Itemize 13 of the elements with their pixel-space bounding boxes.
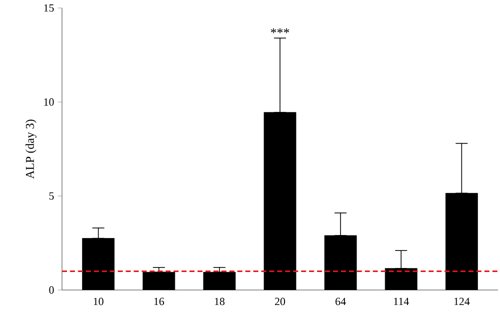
x-tick-label: 124 [454, 298, 470, 306]
x-tick-label: 64 [336, 298, 346, 306]
x-tick-label: 114 [394, 298, 409, 306]
x-tick-label: 10 [94, 298, 104, 306]
x-tick-label: 20 [275, 298, 286, 306]
x-tick-label: 18 [214, 298, 225, 306]
y-tick-label: 5 [49, 192, 54, 200]
y-tick-label: 10 [44, 98, 54, 106]
y-tick-label: 15 [44, 4, 54, 12]
y-axis-title: ALP (day 3) [26, 120, 36, 179]
annotation: *** [270, 28, 290, 34]
x-tick-label: 16 [154, 298, 164, 306]
y-tick-label: 0 [49, 286, 54, 294]
